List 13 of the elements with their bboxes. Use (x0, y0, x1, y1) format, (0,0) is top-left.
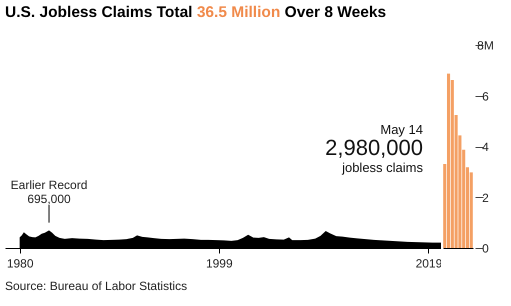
x-tick-label: 1999 (206, 256, 233, 270)
annotation: May 14 (380, 122, 423, 137)
annotation: jobless claims (341, 160, 424, 175)
chart-title: U.S. Jobless Claims Total 36.5 Million Over 8 Weeks (5, 4, 386, 22)
bar (446, 74, 450, 248)
y-tick-label: 2 (482, 190, 490, 205)
source-note: Source: Bureau of Labor Statistics (5, 279, 188, 293)
y-tick-label: 0 (482, 242, 490, 256)
y-tick-label: 6 (482, 89, 490, 104)
y-tick-label: 4 (482, 140, 490, 154)
x-tick-label: 1980 (6, 256, 34, 270)
annotation: Earlier Record 695,000 (10, 178, 88, 206)
y-tick-label: 8M (477, 38, 494, 52)
